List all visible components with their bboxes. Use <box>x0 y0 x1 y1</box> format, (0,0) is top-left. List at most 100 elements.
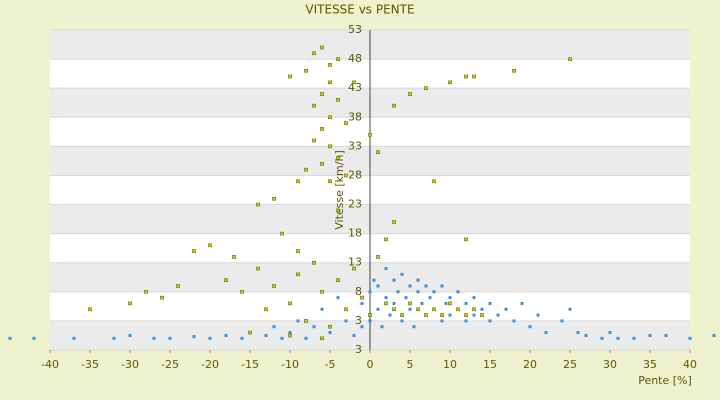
x-tick-label: 40 <box>683 358 697 371</box>
point <box>392 307 396 312</box>
point <box>152 336 156 340</box>
point <box>320 92 324 96</box>
point <box>544 331 548 335</box>
point <box>512 319 516 323</box>
point <box>496 313 500 317</box>
point <box>448 296 452 300</box>
y-axis-title: Vitesse [km/h] <box>333 150 346 230</box>
point <box>168 336 172 340</box>
point <box>72 336 76 340</box>
point <box>256 266 260 271</box>
point <box>128 333 132 337</box>
point <box>248 330 252 335</box>
point <box>488 301 492 305</box>
point <box>272 325 276 329</box>
point <box>444 301 448 305</box>
point <box>312 138 316 143</box>
point <box>336 208 340 213</box>
point <box>288 331 292 335</box>
point <box>416 290 420 294</box>
point <box>296 272 300 277</box>
point <box>416 307 420 312</box>
point <box>328 324 332 329</box>
point <box>272 196 276 201</box>
point <box>208 336 212 340</box>
point <box>392 220 396 224</box>
point <box>192 249 196 253</box>
point <box>400 319 404 323</box>
point <box>320 336 324 341</box>
point <box>440 313 444 317</box>
point <box>224 333 228 337</box>
x-tick-label: 25 <box>563 358 577 371</box>
x-tick-label: 5 <box>407 358 414 371</box>
x-tick-label: 0 <box>367 358 374 371</box>
point <box>256 202 260 207</box>
point <box>416 278 420 282</box>
point <box>344 173 348 178</box>
point <box>328 331 332 335</box>
point <box>32 336 36 340</box>
point <box>360 301 364 305</box>
point <box>712 333 716 337</box>
y-tick-label: 43 <box>348 81 362 94</box>
point <box>320 45 324 50</box>
point <box>512 68 516 73</box>
point <box>424 313 428 317</box>
y-tick-label: 38 <box>348 110 362 123</box>
point <box>208 243 212 248</box>
point <box>8 336 12 340</box>
point <box>336 156 340 160</box>
point <box>344 121 348 125</box>
point <box>328 80 332 85</box>
point <box>376 307 380 311</box>
x-axis-title: Pente [%] <box>638 374 692 387</box>
point <box>440 319 444 323</box>
point <box>320 127 324 131</box>
y-tick-label: 48 <box>348 52 362 65</box>
point <box>376 284 380 288</box>
point <box>584 333 588 337</box>
point <box>520 301 524 305</box>
point <box>280 336 284 340</box>
point <box>688 336 692 340</box>
point <box>368 132 372 137</box>
point <box>320 307 324 311</box>
point <box>240 290 244 294</box>
point <box>432 307 436 312</box>
point <box>384 296 388 300</box>
point <box>472 74 476 79</box>
point <box>392 301 396 305</box>
point <box>448 313 452 317</box>
point <box>456 307 460 312</box>
point <box>304 336 308 340</box>
point <box>312 103 316 108</box>
y-tick-label: 8 <box>355 285 362 298</box>
point <box>160 295 164 300</box>
y-tick-label: 3 <box>355 314 362 327</box>
point <box>380 325 384 329</box>
point <box>392 103 396 108</box>
point <box>424 86 428 90</box>
point <box>360 295 364 300</box>
point <box>600 336 604 340</box>
point <box>464 319 468 323</box>
point <box>428 296 432 300</box>
point <box>376 150 380 154</box>
point <box>352 80 356 85</box>
point <box>272 284 276 288</box>
point <box>328 144 332 149</box>
point <box>288 333 292 338</box>
point <box>464 313 468 317</box>
point <box>488 319 492 323</box>
point <box>336 296 340 300</box>
x-tick-label: 15 <box>483 358 497 371</box>
point <box>384 301 388 306</box>
point <box>320 162 324 166</box>
y-tick-label: 28 <box>348 168 362 181</box>
point <box>448 80 452 85</box>
x-tick-label: -35 <box>81 358 99 371</box>
y-tick-label: 23 <box>348 198 362 211</box>
point <box>632 336 636 340</box>
